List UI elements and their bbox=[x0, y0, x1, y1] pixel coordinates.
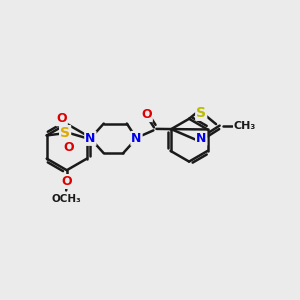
Text: N: N bbox=[196, 132, 206, 145]
Text: O: O bbox=[56, 112, 67, 125]
Text: CH₃: CH₃ bbox=[234, 121, 256, 130]
Text: O: O bbox=[61, 175, 72, 188]
Text: O: O bbox=[141, 108, 152, 121]
Text: O: O bbox=[63, 141, 74, 154]
Text: N: N bbox=[131, 132, 142, 145]
Text: S: S bbox=[196, 106, 206, 120]
Text: OCH₃: OCH₃ bbox=[51, 194, 81, 204]
Text: S: S bbox=[60, 126, 70, 140]
Text: N: N bbox=[85, 132, 96, 145]
